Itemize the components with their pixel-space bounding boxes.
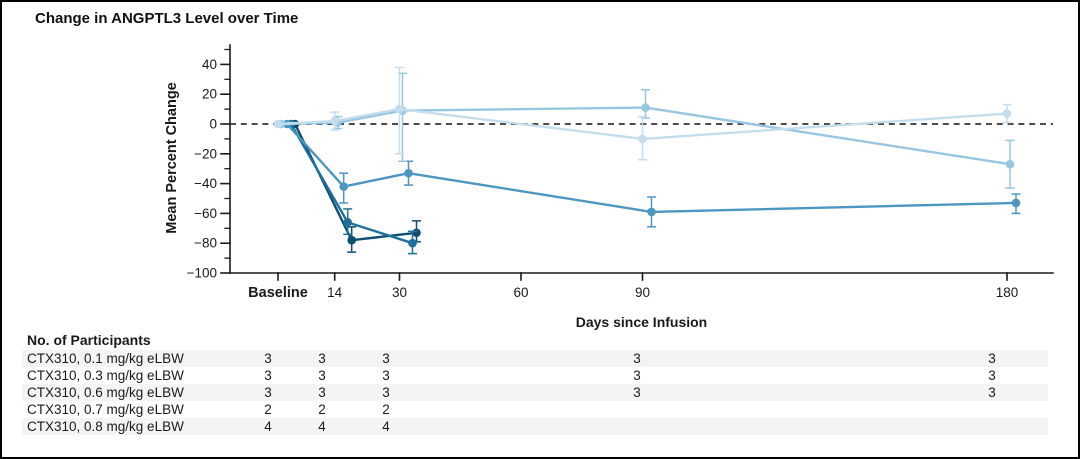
data-point bbox=[339, 182, 349, 191]
series-3100.7 bbox=[286, 119, 417, 255]
participants-count: 3 bbox=[264, 351, 272, 366]
data-point bbox=[1002, 109, 1012, 118]
y-tick-label: −80 bbox=[194, 236, 217, 251]
data-point bbox=[412, 228, 421, 238]
y-tick-label: 0 bbox=[209, 117, 217, 132]
participants-count: 3 bbox=[264, 385, 272, 400]
participants-row-label: CTX310, 0.1 mg/kg eLBW bbox=[27, 351, 184, 366]
y-axis-title: Mean Percent Change bbox=[164, 82, 180, 234]
data-point bbox=[647, 207, 656, 217]
participants-row: CTX310, 0.3 mg/kg eLBW 3 3 3 3 3 bbox=[22, 367, 1048, 384]
participants-count: 3 bbox=[382, 368, 390, 383]
participants-count: 3 bbox=[264, 368, 272, 383]
participants-count: 3 bbox=[318, 351, 326, 366]
participants-row: CTX310, 0.7 mg/kg eLBW 2 2 2 bbox=[22, 401, 1048, 418]
participants-count: 4 bbox=[264, 419, 272, 434]
participants-count: 2 bbox=[318, 402, 326, 417]
participants-row: CTX310, 0.6 mg/kg eLBW 3 3 3 3 3 bbox=[22, 384, 1048, 401]
angptl3-line-chart: 40 20 0 −20 −40 −60 −80 −100 Baseline 14 30 60 90 180 bbox=[187, 44, 1054, 301]
data-point bbox=[395, 104, 404, 114]
participants-count: 3 bbox=[988, 351, 996, 366]
participants-row-label: CTX310, 0.7 mg/kg eLBW bbox=[27, 402, 184, 417]
participants-count: 3 bbox=[318, 385, 326, 400]
series-3100.1 bbox=[273, 66, 1012, 161]
x-tick-label: 30 bbox=[392, 285, 407, 300]
y-tick-label: 40 bbox=[202, 57, 217, 72]
y-tick-label: −100 bbox=[187, 266, 217, 281]
participants-count: 3 bbox=[382, 385, 390, 400]
data-point bbox=[343, 218, 353, 227]
participants-row: CTX310, 0.1 mg/kg eLBW 3 3 3 3 3 bbox=[22, 350, 1048, 367]
participants-count: 4 bbox=[318, 419, 326, 434]
data-point bbox=[641, 103, 650, 112]
series-line bbox=[293, 123, 417, 242]
participants-count: 3 bbox=[318, 368, 326, 383]
x-axis-title: Days since Infusion bbox=[0, 314, 1080, 330]
participants-row: CTX310, 0.8 mg/kg eLBW 4 4 4 bbox=[22, 418, 1048, 435]
data-point bbox=[1005, 159, 1015, 169]
data-point bbox=[638, 134, 647, 144]
series-3100.8 bbox=[290, 119, 421, 253]
series-3100.3 bbox=[276, 72, 1015, 189]
data-point bbox=[273, 119, 283, 129]
figure-title: Change in ANGPTL3 Level over Time bbox=[35, 10, 299, 27]
participants-count: 2 bbox=[382, 402, 390, 417]
x-tick-label: 90 bbox=[635, 285, 650, 300]
x-tick-label: 60 bbox=[513, 285, 528, 300]
data-point bbox=[347, 235, 357, 245]
participants-row-label: CTX310, 0.8 mg/kg eLBW bbox=[27, 419, 184, 434]
series-line bbox=[289, 123, 413, 245]
participants-count: 3 bbox=[633, 351, 641, 366]
participants-row-label: CTX310, 0.3 mg/kg eLBW bbox=[27, 368, 184, 383]
participants-count: 3 bbox=[988, 385, 996, 400]
participants-count: 3 bbox=[382, 351, 390, 366]
y-tick-label: −20 bbox=[194, 146, 217, 161]
participants-row-label: CTX310, 0.6 mg/kg eLBW bbox=[27, 385, 184, 400]
data-point bbox=[404, 168, 413, 178]
data-point bbox=[330, 116, 340, 126]
participants-count: 4 bbox=[382, 419, 390, 434]
x-tick-label: Baseline bbox=[248, 285, 308, 301]
x-tick-label: 180 bbox=[996, 285, 1019, 300]
data-point bbox=[408, 238, 417, 248]
participants-count: 3 bbox=[988, 368, 996, 383]
participants-table-title: No. of Participants bbox=[27, 332, 151, 348]
data-point bbox=[1011, 198, 1021, 208]
y-tick-label: 20 bbox=[202, 87, 217, 102]
y-tick-label: −60 bbox=[194, 206, 217, 221]
participants-count: 2 bbox=[264, 402, 272, 417]
series-3100.6 bbox=[282, 119, 1021, 228]
x-axis-title-text: Days since Infusion bbox=[575, 314, 708, 330]
y-tick-label: −40 bbox=[194, 176, 217, 191]
x-tick-label: 14 bbox=[327, 285, 343, 300]
participants-count: 3 bbox=[633, 368, 641, 383]
participants-count: 3 bbox=[633, 385, 641, 400]
